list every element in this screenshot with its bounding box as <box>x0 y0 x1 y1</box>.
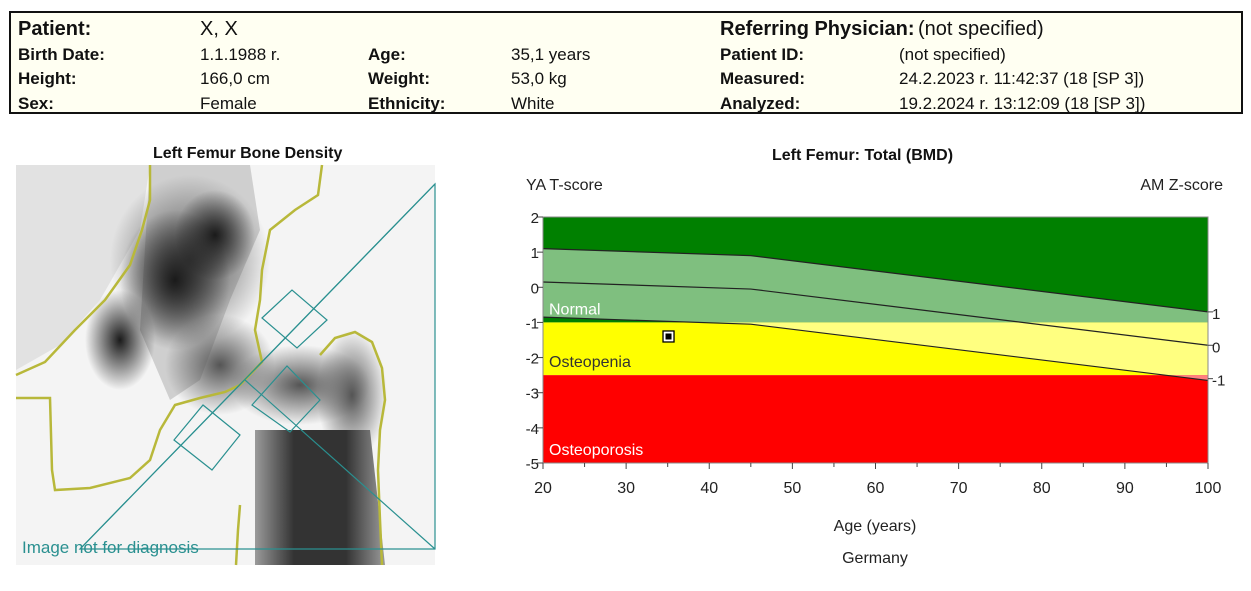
x-tick-label: 70 <box>950 480 968 497</box>
x-axis-label: Age (years) <box>834 518 917 535</box>
x-tick-label: 100 <box>1195 480 1222 497</box>
chart-title: Left Femur: Total (BMD) <box>772 147 954 164</box>
patient-id-value: (not specified) <box>899 45 1006 64</box>
x-tick-label: 60 <box>867 480 885 497</box>
physician-value: (not specified) <box>918 18 1044 40</box>
x-tick-label: 50 <box>783 480 801 497</box>
measured-value: 24.2.2023 r. 11:42:37 (18 [SP 3]) <box>899 69 1145 88</box>
weight-label: Weight: <box>368 69 431 88</box>
patient-name: X, X <box>200 18 238 40</box>
x-tick-label: 80 <box>1033 480 1051 497</box>
x-tick-label: 30 <box>617 480 635 497</box>
left-axis-label: YA T-score <box>526 177 603 194</box>
y-tick-label: -3 <box>526 386 539 403</box>
birth-value: 1.1.1988 r. <box>200 45 281 64</box>
reference-mean-line <box>542 281 1209 346</box>
x-tick-label: 40 <box>700 480 718 497</box>
zone-label-osteopenia: Osteopenia <box>549 354 631 371</box>
y-tick-label: -1 <box>526 315 539 332</box>
weight-value: 53,0 kg <box>511 69 567 88</box>
patient-label: Patient: <box>18 18 92 40</box>
sex-label: Sex: <box>18 94 54 113</box>
image-panel-title: Left Femur Bone Density <box>153 145 343 162</box>
ethnicity-label: Ethnicity: <box>368 94 446 113</box>
analyzed-label: Analyzed: <box>720 94 801 113</box>
age-value: 35,1 years <box>511 45 591 64</box>
age-label: Age: <box>368 45 406 64</box>
x-tick-label: 20 <box>534 480 552 497</box>
reference-upper-line <box>542 248 1209 313</box>
analyzed-value: 19.2.2024 r. 13:12:09 (18 [SP 3]) <box>899 94 1146 113</box>
height-label: Height: <box>18 69 77 88</box>
height-value: 166,0 cm <box>200 69 270 88</box>
zone-osteoporosis <box>543 375 1208 463</box>
patient-header: Patient: X, X Referring Physician: (not … <box>9 11 1243 114</box>
birth-label: Birth Date: <box>18 45 105 64</box>
measured-label: Measured: <box>720 69 806 88</box>
zone-label-osteoporosis: Osteoporosis <box>549 442 643 459</box>
x-tick-label: 90 <box>1116 480 1134 497</box>
zone-label-normal: Normal <box>549 301 601 318</box>
y-tick-label: 2 <box>531 210 539 227</box>
y-tick-label: 0 <box>531 280 539 297</box>
plot-area: Normal Osteopenia Osteoporosis 2 1 0 -1 -2 -3 -4 -… <box>526 210 1226 497</box>
reference-population: Germany <box>842 550 908 567</box>
y-tick-label: 1 <box>531 245 539 262</box>
patient-marker-dot <box>665 333 672 340</box>
z-tick-label: -1 <box>1212 373 1225 390</box>
reference-band-normal <box>543 248 1208 323</box>
y-tick-label: -2 <box>526 351 539 368</box>
reference-lower-line <box>542 316 1209 382</box>
physician-label: Referring Physician: <box>720 18 915 40</box>
right-axis-label: AM Z-score <box>1140 177 1223 194</box>
patient-id-label: Patient ID: <box>720 45 805 64</box>
z-tick-label: 1 <box>1212 306 1220 323</box>
image-watermark: Image not for diagnosis <box>22 538 199 557</box>
sex-value: Female <box>200 94 257 113</box>
z-tick-label: 0 <box>1212 339 1220 356</box>
y-tick-label: -5 <box>526 456 539 473</box>
ethnicity-value: White <box>511 94 555 113</box>
y-tick-label: -4 <box>526 421 539 438</box>
